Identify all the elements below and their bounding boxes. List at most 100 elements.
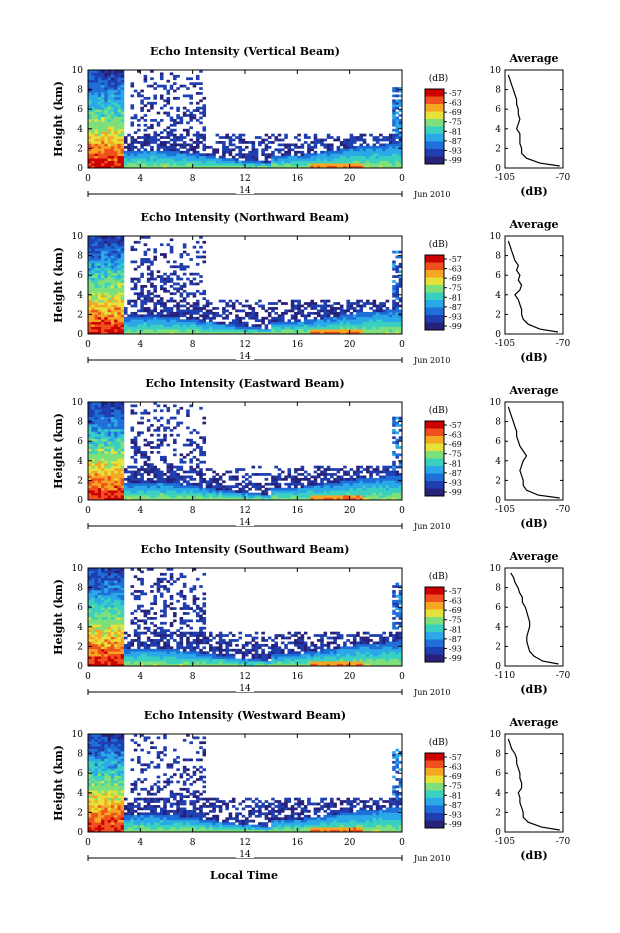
heatmap-cell — [160, 285, 164, 288]
heatmap-cell — [176, 307, 180, 310]
heatmap-cell — [301, 314, 305, 317]
heatmap-cell — [225, 495, 229, 498]
heatmap-cell — [392, 473, 396, 476]
heatmap-cell — [294, 324, 298, 327]
y-tick-label: 10 — [72, 66, 84, 76]
heatmap-cell — [98, 473, 102, 476]
heatmap-cell — [91, 429, 95, 432]
heatmap-cell — [163, 305, 167, 308]
heatmap-cell — [219, 156, 223, 159]
heatmap-cell — [144, 480, 148, 483]
heatmap-cell — [356, 488, 360, 491]
heatmap-cell — [114, 456, 118, 459]
heatmap-cell — [88, 471, 92, 474]
heatmap-cell — [121, 414, 125, 417]
heatmap-cell — [324, 300, 328, 303]
heatmap-cell — [180, 253, 184, 256]
heatmap-cell — [189, 451, 193, 454]
date-label: Jun 2010 — [413, 522, 450, 531]
heatmap-cell — [124, 490, 128, 493]
heatmap-cell — [88, 283, 92, 286]
heatmap-cell — [173, 144, 177, 147]
heatmap-cell — [314, 329, 318, 332]
colorbar-segment — [425, 476, 444, 479]
heatmap-cell — [340, 161, 344, 164]
heatmap-cell — [121, 446, 125, 449]
heatmap-cell — [111, 446, 115, 449]
heatmap-cell — [108, 412, 112, 415]
heatmap-cell — [186, 295, 190, 298]
heatmap-cell — [304, 317, 308, 320]
heatmap-cell — [91, 251, 95, 254]
heatmap-cell — [163, 153, 167, 156]
heatmap-cell — [131, 163, 135, 166]
heatmap-cell — [101, 263, 105, 266]
heatmap-cell — [131, 136, 135, 139]
heatmap-cell — [111, 153, 115, 156]
colorbar-segment — [425, 278, 444, 281]
heatmap-cell — [157, 319, 161, 322]
heatmap-cell — [170, 144, 174, 147]
day-label: 14 — [239, 518, 251, 528]
heatmap-cell — [327, 317, 331, 320]
heatmap-cell — [117, 456, 121, 459]
heatmap-cell — [186, 121, 190, 124]
heatmap-cell — [157, 270, 161, 273]
heatmap-cell — [121, 97, 125, 100]
heatmap-cell — [212, 478, 216, 481]
heatmap-cell — [350, 148, 354, 151]
heatmap-cell — [134, 441, 138, 444]
heatmap-cell — [117, 285, 121, 288]
heatmap-cell — [163, 307, 167, 310]
heatmap-cell — [376, 146, 380, 149]
heatmap-cell — [95, 263, 99, 266]
heatmap-cell — [173, 300, 177, 303]
heatmap-cell — [140, 319, 144, 322]
heatmap-cell — [189, 471, 193, 474]
heatmap-cell — [314, 493, 318, 496]
heatmap-cell — [186, 95, 190, 98]
heatmap-cell — [180, 461, 184, 464]
heatmap-cell — [337, 490, 341, 493]
heatmap-cell — [294, 490, 298, 493]
heatmap-cell — [235, 136, 239, 139]
heatmap-cell — [337, 146, 341, 149]
heatmap-cell — [346, 300, 350, 303]
heatmap-cell — [366, 319, 370, 322]
heatmap-cell — [91, 453, 95, 456]
heatmap-cell — [137, 324, 141, 327]
heatmap-cell — [104, 297, 108, 300]
heatmap-cell — [222, 153, 226, 156]
heatmap-cell — [95, 412, 99, 415]
colorbar-segment — [425, 315, 444, 318]
colorbar-segment — [425, 469, 444, 472]
heatmap-cell — [307, 480, 311, 483]
heatmap-cell — [117, 441, 121, 444]
heatmap-cell — [353, 495, 357, 498]
heatmap-cell — [88, 444, 92, 447]
heatmap-cell — [134, 319, 138, 322]
heatmap-cell — [186, 493, 190, 496]
heatmap-cell — [131, 456, 135, 459]
heatmap-cell — [150, 163, 154, 166]
heatmap-cell — [225, 158, 229, 161]
heatmap-cell — [108, 427, 112, 430]
heatmap-cell — [160, 243, 164, 246]
heatmap-cell — [255, 312, 259, 315]
heatmap-cell — [163, 490, 167, 493]
heatmap-cell — [255, 302, 259, 305]
heatmap-cell — [304, 319, 308, 322]
heatmap-cell — [137, 148, 141, 151]
heatmap-cell — [376, 151, 380, 154]
heatmap-cell — [235, 153, 239, 156]
heatmap-cell — [193, 158, 197, 161]
heatmap-cell — [98, 441, 102, 444]
heatmap-cell — [350, 136, 354, 139]
heatmap-cell — [395, 490, 399, 493]
heatmap-cell — [343, 478, 347, 481]
heatmap-cell — [127, 314, 131, 317]
heatmap-cell — [114, 161, 118, 164]
heatmap-cell — [389, 161, 393, 164]
heatmap-cell — [379, 490, 383, 493]
heatmap-cell — [314, 136, 318, 139]
